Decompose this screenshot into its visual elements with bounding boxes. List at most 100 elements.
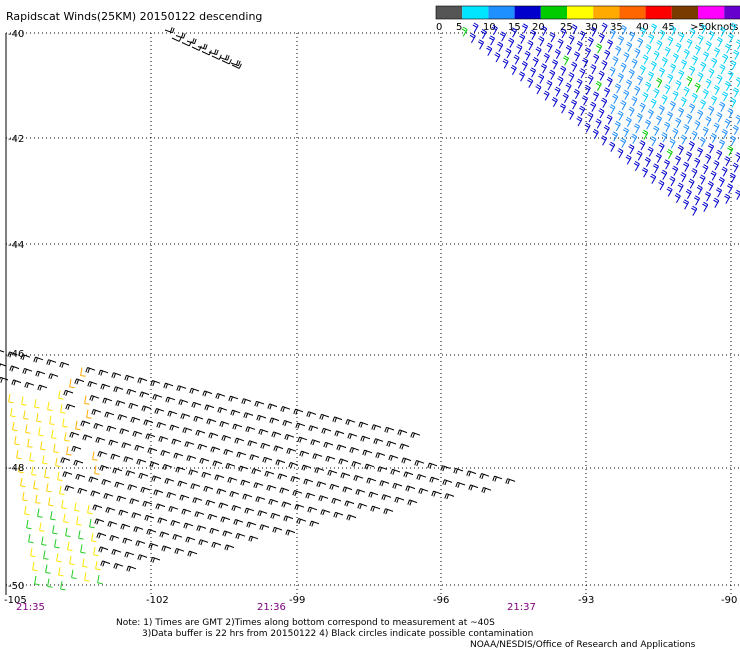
wind-barb <box>20 354 31 361</box>
wind-barb <box>124 551 135 558</box>
wind-barb <box>727 108 734 119</box>
colorbar-swatch <box>645 6 672 19</box>
wind-barb <box>392 482 403 489</box>
wind-barb <box>678 32 685 43</box>
wind-barb <box>123 456 134 463</box>
wind-barb <box>672 90 679 101</box>
wind-barb <box>208 49 219 56</box>
wind-barb <box>170 520 181 527</box>
wind-barb <box>584 122 591 133</box>
wind-barb <box>355 489 366 496</box>
wind-barb <box>658 104 665 116</box>
wind-barb <box>219 421 230 428</box>
wind-barb <box>675 42 682 53</box>
colorbar-label: 0 <box>436 22 442 33</box>
wind-barb <box>683 48 690 60</box>
wind-barb <box>689 28 696 39</box>
wind-barb <box>166 492 177 499</box>
colorbar-swatch <box>619 6 646 19</box>
wind-barb <box>397 429 408 436</box>
wind-barb <box>705 78 712 89</box>
wind-barb <box>557 76 564 87</box>
wind-barb <box>554 48 561 60</box>
wind-barb <box>114 481 125 488</box>
wind-barb <box>66 446 72 456</box>
wind-barb <box>721 91 729 102</box>
wind-barb <box>119 428 130 435</box>
wind-barb <box>150 556 161 563</box>
wind-barb <box>34 575 40 586</box>
wind-barb <box>98 546 109 553</box>
wind-barb <box>230 409 241 416</box>
wind-barb <box>26 519 32 530</box>
wind-barb <box>31 466 37 476</box>
wind-barb <box>88 476 99 483</box>
wind-barb <box>390 468 401 475</box>
wind-barb <box>87 504 93 515</box>
colorbar-swatch <box>671 6 698 19</box>
colorbar-swatch <box>436 6 463 19</box>
wind-barb <box>609 141 616 152</box>
wind-barb <box>59 485 65 495</box>
wind-barb <box>623 52 630 63</box>
wind-barb <box>672 128 679 139</box>
wind-barb <box>221 435 232 442</box>
colorbar-label: 45 <box>662 22 675 33</box>
wind-barb <box>284 434 295 441</box>
wind-barb <box>664 46 671 57</box>
wind-barb <box>719 101 726 112</box>
wind-barb <box>442 479 453 486</box>
wind-barb <box>416 474 427 481</box>
wind-barb <box>80 420 91 427</box>
wind-barb <box>221 59 232 65</box>
wind-barb <box>306 411 317 418</box>
wind-barb <box>729 135 737 146</box>
wind-barb <box>191 45 202 51</box>
wind-barb <box>477 39 485 50</box>
lat-label-50: -50 <box>8 581 24 592</box>
wind-barb <box>568 72 575 83</box>
wind-barb <box>702 164 709 175</box>
wind-barb <box>92 451 98 461</box>
wind-barb <box>639 140 646 151</box>
wind-barb <box>69 378 75 389</box>
wind-barb <box>601 60 608 71</box>
wind-barb <box>429 476 440 483</box>
wind-barb <box>217 407 228 414</box>
wind-barb <box>92 504 103 511</box>
wind-barb <box>60 404 66 414</box>
wind-barb <box>105 507 116 514</box>
wind-barb <box>201 471 212 478</box>
wind-barb <box>508 37 515 48</box>
colorbar-label: >50 <box>690 22 711 33</box>
wind-barb <box>167 410 178 417</box>
wind-barb <box>224 544 235 551</box>
wind-barb <box>25 424 31 434</box>
wind-barb <box>149 461 160 468</box>
colorbar-swatch <box>593 6 620 19</box>
wind-barb <box>35 370 46 377</box>
wind-barb <box>530 29 537 40</box>
wind-barb <box>197 43 208 50</box>
wind-barb <box>161 545 172 552</box>
wind-barb <box>27 438 33 448</box>
wind-barb <box>606 76 613 88</box>
wind-barb <box>691 205 698 216</box>
wind-barb <box>716 74 723 85</box>
wind-barb <box>631 96 638 107</box>
wind-barb <box>732 124 739 136</box>
wind-barb <box>696 184 703 196</box>
wind-barb <box>617 148 624 159</box>
wind-barb <box>655 152 662 164</box>
wind-barb <box>47 401 53 411</box>
wind-barb <box>667 73 674 84</box>
wind-barb <box>164 478 175 485</box>
wind-barb <box>95 560 101 571</box>
wind-barb <box>697 34 704 45</box>
wind-barb <box>244 507 255 514</box>
wind-barb <box>104 411 115 418</box>
wind-barb <box>45 564 51 574</box>
lon-label-105: -105 <box>4 595 27 606</box>
wind-barb <box>211 541 222 548</box>
wind-barb <box>427 462 438 469</box>
